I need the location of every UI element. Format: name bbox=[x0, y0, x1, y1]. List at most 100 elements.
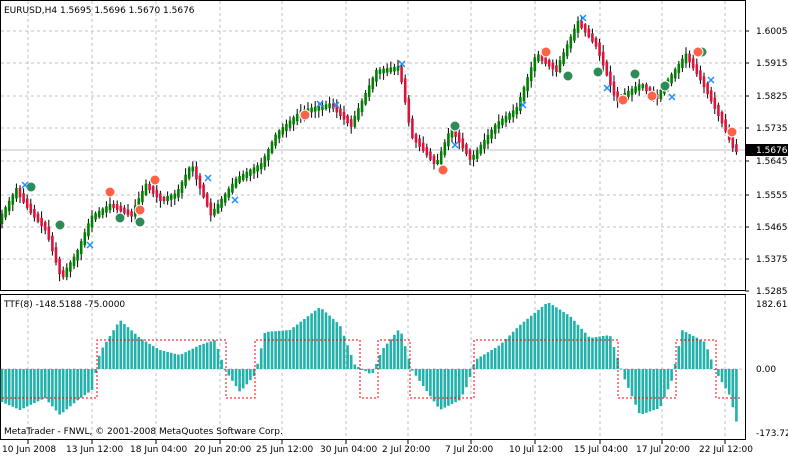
sell-signal-marker bbox=[134, 204, 146, 216]
bear-candle bbox=[54, 247, 58, 263]
bull-candle bbox=[76, 250, 79, 261]
sell-signal-marker bbox=[149, 174, 161, 186]
ttf-histogram-bar bbox=[324, 312, 328, 369]
bear-candle bbox=[119, 205, 123, 212]
bear-candle bbox=[724, 119, 727, 132]
ttf-histogram-bar bbox=[400, 333, 403, 369]
bull-candle bbox=[249, 169, 252, 176]
ttf-histogram-bar bbox=[706, 349, 709, 369]
ttf-signal-line bbox=[2, 339, 740, 399]
bull-candle bbox=[292, 117, 295, 125]
ttf-histogram-bar bbox=[461, 369, 465, 395]
bear-candle bbox=[22, 193, 25, 203]
bull-candle bbox=[187, 167, 191, 179]
bear-candle bbox=[609, 71, 612, 86]
ttf-histogram-bar bbox=[277, 330, 281, 369]
ttf-histogram-bar bbox=[97, 355, 101, 369]
ttf-histogram-bar bbox=[47, 369, 51, 403]
ttf-histogram-bar bbox=[259, 348, 263, 369]
main-price-panel[interactable] bbox=[0, 0, 746, 291]
ttf-histogram-bar bbox=[695, 337, 699, 369]
bear-candle bbox=[709, 90, 713, 102]
ttf-histogram-bar bbox=[591, 337, 594, 369]
ttf-histogram-group bbox=[0, 303, 738, 422]
ttf-histogram-bar bbox=[515, 328, 519, 369]
ttf-histogram-bar bbox=[681, 330, 684, 369]
indicator-axis-max: 182.61 bbox=[756, 300, 788, 310]
ttf-histogram-bar bbox=[562, 311, 565, 369]
ttf-histogram-bar bbox=[0, 369, 4, 402]
ttf-histogram-bar bbox=[717, 369, 720, 376]
bear-candle bbox=[551, 62, 555, 70]
bear-candle bbox=[583, 24, 587, 33]
cross-marker bbox=[668, 93, 676, 101]
price-tick-label: 1.5645 bbox=[756, 157, 788, 167]
ttf-histogram-bar bbox=[659, 369, 663, 407]
bull-candle bbox=[15, 188, 18, 199]
bull-candle bbox=[450, 127, 454, 138]
ttf-histogram-bar bbox=[472, 364, 475, 369]
ttf-histogram-bar bbox=[274, 331, 277, 369]
ttf-histogram-bar bbox=[699, 339, 702, 369]
ttf-histogram-bar bbox=[216, 349, 220, 369]
cross-marker bbox=[451, 141, 459, 149]
bull-candle bbox=[101, 208, 105, 215]
time-tick-label: 22 Jul 12:00 bbox=[699, 445, 753, 455]
ttf-histogram-bar bbox=[587, 336, 591, 369]
ttf-histogram-bar bbox=[144, 341, 148, 369]
bear-candle bbox=[18, 188, 22, 198]
time-axis[interactable]: 10 Jun 2008 13 Jun 12:00 18 Jun 04:00 20 Ju… bbox=[2, 440, 753, 455]
price-axis[interactable]: 1.6005 1.5915 1.5825 1.5735 1.5645 1.5555 1.54… bbox=[745, 27, 788, 297]
bull-candle bbox=[285, 123, 288, 132]
ttf-histogram-bar bbox=[195, 346, 198, 369]
ttf-histogram-bar bbox=[220, 359, 223, 369]
ttf-histogram-bar bbox=[569, 316, 573, 369]
bull-candle bbox=[382, 68, 385, 74]
ttf-histogram-bar bbox=[702, 341, 706, 369]
ttf-histogram-bar bbox=[177, 354, 180, 369]
ttf-histogram-bar bbox=[533, 312, 537, 369]
bull-candle bbox=[216, 203, 220, 213]
ttf-histogram-bar bbox=[432, 369, 436, 402]
ttf-histogram-bar bbox=[346, 345, 349, 369]
ttf-histogram-bar bbox=[673, 364, 677, 369]
sell-signal-marker bbox=[437, 164, 449, 176]
indicator-panel[interactable] bbox=[0, 294, 746, 440]
ttf-histogram-bar bbox=[187, 350, 191, 369]
bear-candle bbox=[342, 112, 346, 120]
ttf-histogram-bar bbox=[159, 350, 162, 369]
indicator-header: TTF(8) -148.5188 -75.0000 bbox=[3, 300, 125, 310]
ttf-histogram-bar bbox=[169, 352, 173, 369]
ttf-histogram-bar bbox=[51, 369, 54, 407]
ttf-histogram-bar bbox=[328, 315, 331, 369]
ttf-histogram-bar bbox=[670, 369, 673, 381]
bull-candle bbox=[105, 206, 108, 213]
ttf-histogram-bar bbox=[130, 330, 133, 369]
ttf-histogram-bar bbox=[551, 305, 555, 369]
bear-candle bbox=[587, 28, 591, 38]
ttf-histogram-bar bbox=[393, 334, 396, 369]
ttf-histogram-bar bbox=[443, 369, 447, 408]
bear-candle bbox=[616, 91, 619, 102]
bull-candle bbox=[472, 154, 475, 160]
bull-candle bbox=[227, 188, 231, 198]
ttf-histogram-bar bbox=[72, 369, 76, 404]
ttf-histogram-bar bbox=[249, 369, 252, 381]
bull-candle bbox=[324, 104, 328, 110]
ttf-histogram-bar bbox=[583, 332, 587, 369]
bear-candle bbox=[61, 270, 65, 278]
ttf-histogram-bar bbox=[504, 339, 508, 369]
bull-candle bbox=[177, 189, 180, 198]
ttf-histogram-bar bbox=[436, 369, 439, 407]
cross-marker bbox=[332, 101, 340, 109]
ttf-histogram-bar bbox=[79, 369, 83, 398]
bear-candle bbox=[195, 166, 198, 180]
bear-candle bbox=[33, 209, 36, 218]
ttf-histogram-bar bbox=[151, 345, 155, 369]
bull-candle bbox=[641, 84, 645, 89]
bear-candle bbox=[555, 65, 558, 72]
bull-candle bbox=[684, 53, 688, 63]
bull-candle bbox=[443, 142, 447, 156]
bear-candle bbox=[414, 134, 418, 143]
